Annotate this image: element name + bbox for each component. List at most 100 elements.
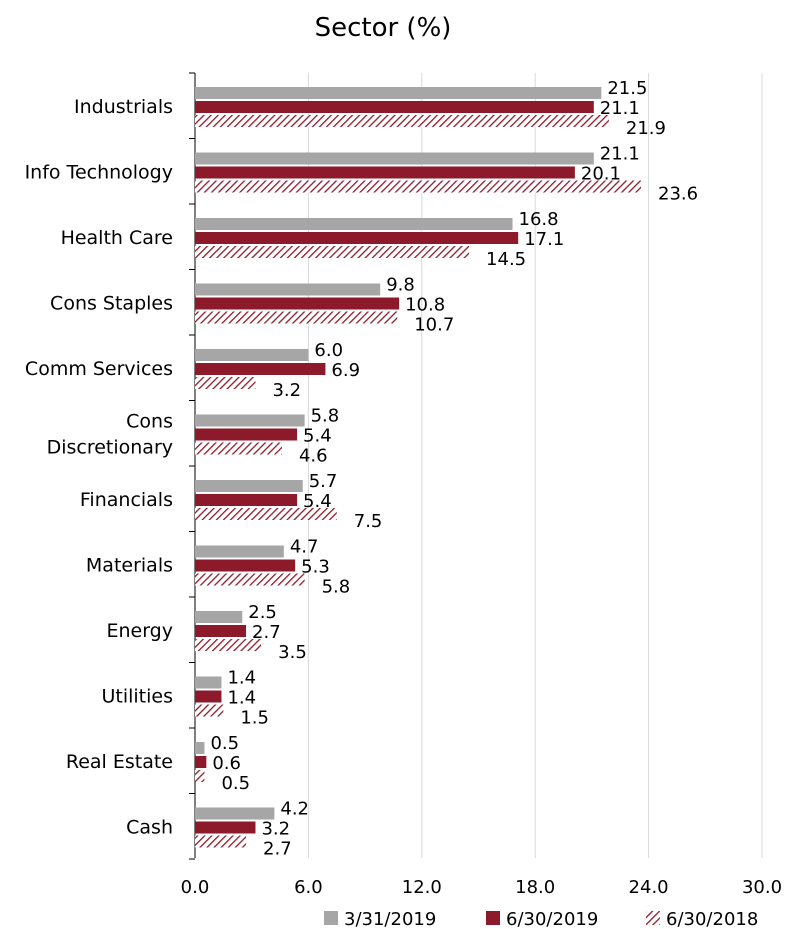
bar bbox=[195, 180, 642, 193]
category-label: Financials bbox=[80, 489, 173, 511]
bar bbox=[195, 246, 470, 258]
bar bbox=[195, 821, 256, 834]
bar bbox=[195, 152, 594, 165]
data-label: 10.7 bbox=[414, 315, 454, 336]
data-label: 21.5 bbox=[607, 78, 647, 99]
category-label: Health Care bbox=[61, 227, 173, 249]
category-label: Cash bbox=[126, 816, 173, 838]
bar bbox=[195, 494, 298, 506]
legend-swatch bbox=[646, 911, 660, 925]
category-label: Real Estate bbox=[66, 751, 173, 773]
data-label: 21.9 bbox=[626, 118, 666, 139]
bar bbox=[195, 625, 247, 637]
data-label: 1.4 bbox=[227, 688, 256, 709]
data-label: 5.3 bbox=[301, 557, 330, 578]
bar bbox=[195, 377, 256, 389]
category-label: Utilities bbox=[101, 685, 173, 707]
bar bbox=[195, 297, 400, 310]
category-label: Info Technology bbox=[25, 161, 173, 183]
data-label: 3.5 bbox=[278, 642, 307, 663]
bar bbox=[195, 835, 247, 848]
bar bbox=[195, 480, 303, 492]
data-label: 4.6 bbox=[299, 446, 328, 467]
legend-swatch bbox=[324, 911, 338, 925]
bar bbox=[195, 770, 205, 782]
data-label: 0.5 bbox=[221, 773, 250, 794]
category-label: Comm Services bbox=[25, 358, 173, 380]
x-tick-label: 12.0 bbox=[402, 877, 442, 898]
category-label: Materials bbox=[86, 554, 173, 576]
bar bbox=[195, 101, 594, 113]
bar bbox=[195, 166, 575, 179]
bar bbox=[195, 611, 243, 623]
bar bbox=[195, 349, 309, 361]
data-label: 10.8 bbox=[405, 295, 445, 316]
data-label: 5.8 bbox=[322, 577, 351, 598]
category-label: Industrials bbox=[74, 96, 173, 118]
legend-label: 3/31/2019 bbox=[344, 909, 436, 929]
bar bbox=[195, 807, 275, 820]
legend-label: 6/30/2018 bbox=[666, 909, 758, 929]
legend-label: 6/30/2019 bbox=[506, 909, 598, 929]
bar bbox=[195, 363, 326, 375]
bar bbox=[195, 283, 381, 296]
bar bbox=[195, 508, 337, 520]
data-label: 21.1 bbox=[600, 144, 640, 165]
data-label: 1.5 bbox=[240, 708, 269, 729]
data-label: 21.1 bbox=[600, 98, 640, 119]
category-label: Energy bbox=[106, 620, 173, 642]
data-label: 0.5 bbox=[210, 733, 239, 754]
data-label: 7.5 bbox=[354, 511, 383, 532]
data-label: 1.4 bbox=[227, 668, 256, 689]
bar bbox=[195, 311, 398, 324]
data-label: 2.5 bbox=[248, 602, 277, 623]
bar bbox=[195, 559, 296, 572]
bar bbox=[195, 218, 513, 230]
category-label: Cons Discretionary bbox=[47, 410, 173, 458]
data-label: 4.2 bbox=[280, 799, 309, 820]
data-label: 14.5 bbox=[486, 249, 526, 270]
data-label: 23.6 bbox=[658, 184, 698, 205]
bar bbox=[195, 414, 305, 427]
bar bbox=[195, 232, 519, 244]
bar bbox=[195, 428, 298, 441]
chart-title: Sector (%) bbox=[315, 13, 452, 43]
x-tick-labels: 0.0 6.0 12.0 18.0 24.0 30.0 bbox=[181, 877, 782, 898]
bar bbox=[195, 442, 282, 455]
category-labels: Industrials Info Technology Health Care Con… bbox=[25, 96, 173, 839]
data-label: 2.7 bbox=[252, 622, 281, 643]
x-tick-label: 30.0 bbox=[742, 877, 782, 898]
bar bbox=[195, 742, 205, 754]
data-label: 4.7 bbox=[290, 537, 319, 558]
bar bbox=[195, 676, 222, 689]
legend: 3/31/2019 6/30/2019 6/30/2018 bbox=[324, 909, 758, 929]
data-label: 20.1 bbox=[581, 164, 621, 185]
x-tick-label: 0.0 bbox=[181, 877, 210, 898]
axes bbox=[189, 72, 196, 860]
gridlines bbox=[307, 73, 763, 858]
bar bbox=[195, 545, 284, 558]
data-label: 5.4 bbox=[303, 491, 332, 512]
data-label: 6.0 bbox=[314, 340, 343, 361]
bar bbox=[195, 87, 602, 99]
x-tick-label: 24.0 bbox=[629, 877, 669, 898]
data-label: 17.1 bbox=[524, 229, 564, 250]
data-label: 5.8 bbox=[311, 406, 340, 427]
data-label: 5.7 bbox=[309, 471, 338, 492]
bar bbox=[195, 639, 262, 651]
data-labels: 21.521.116.89.86.05.85.74.72.51.40.54.22… bbox=[210, 78, 698, 860]
bar bbox=[195, 756, 207, 768]
data-label: 3.2 bbox=[272, 380, 301, 401]
data-label: 0.6 bbox=[212, 753, 241, 774]
bars bbox=[195, 87, 642, 848]
data-label: 9.8 bbox=[386, 275, 415, 296]
category-label: Cons Staples bbox=[50, 292, 173, 314]
x-tick-label: 6.0 bbox=[294, 877, 323, 898]
bar bbox=[195, 573, 305, 586]
data-label: 6.9 bbox=[331, 360, 360, 381]
legend-swatch bbox=[486, 911, 500, 925]
data-label: 5.4 bbox=[303, 426, 332, 447]
bar bbox=[195, 690, 222, 703]
x-tick-label: 18.0 bbox=[515, 877, 555, 898]
